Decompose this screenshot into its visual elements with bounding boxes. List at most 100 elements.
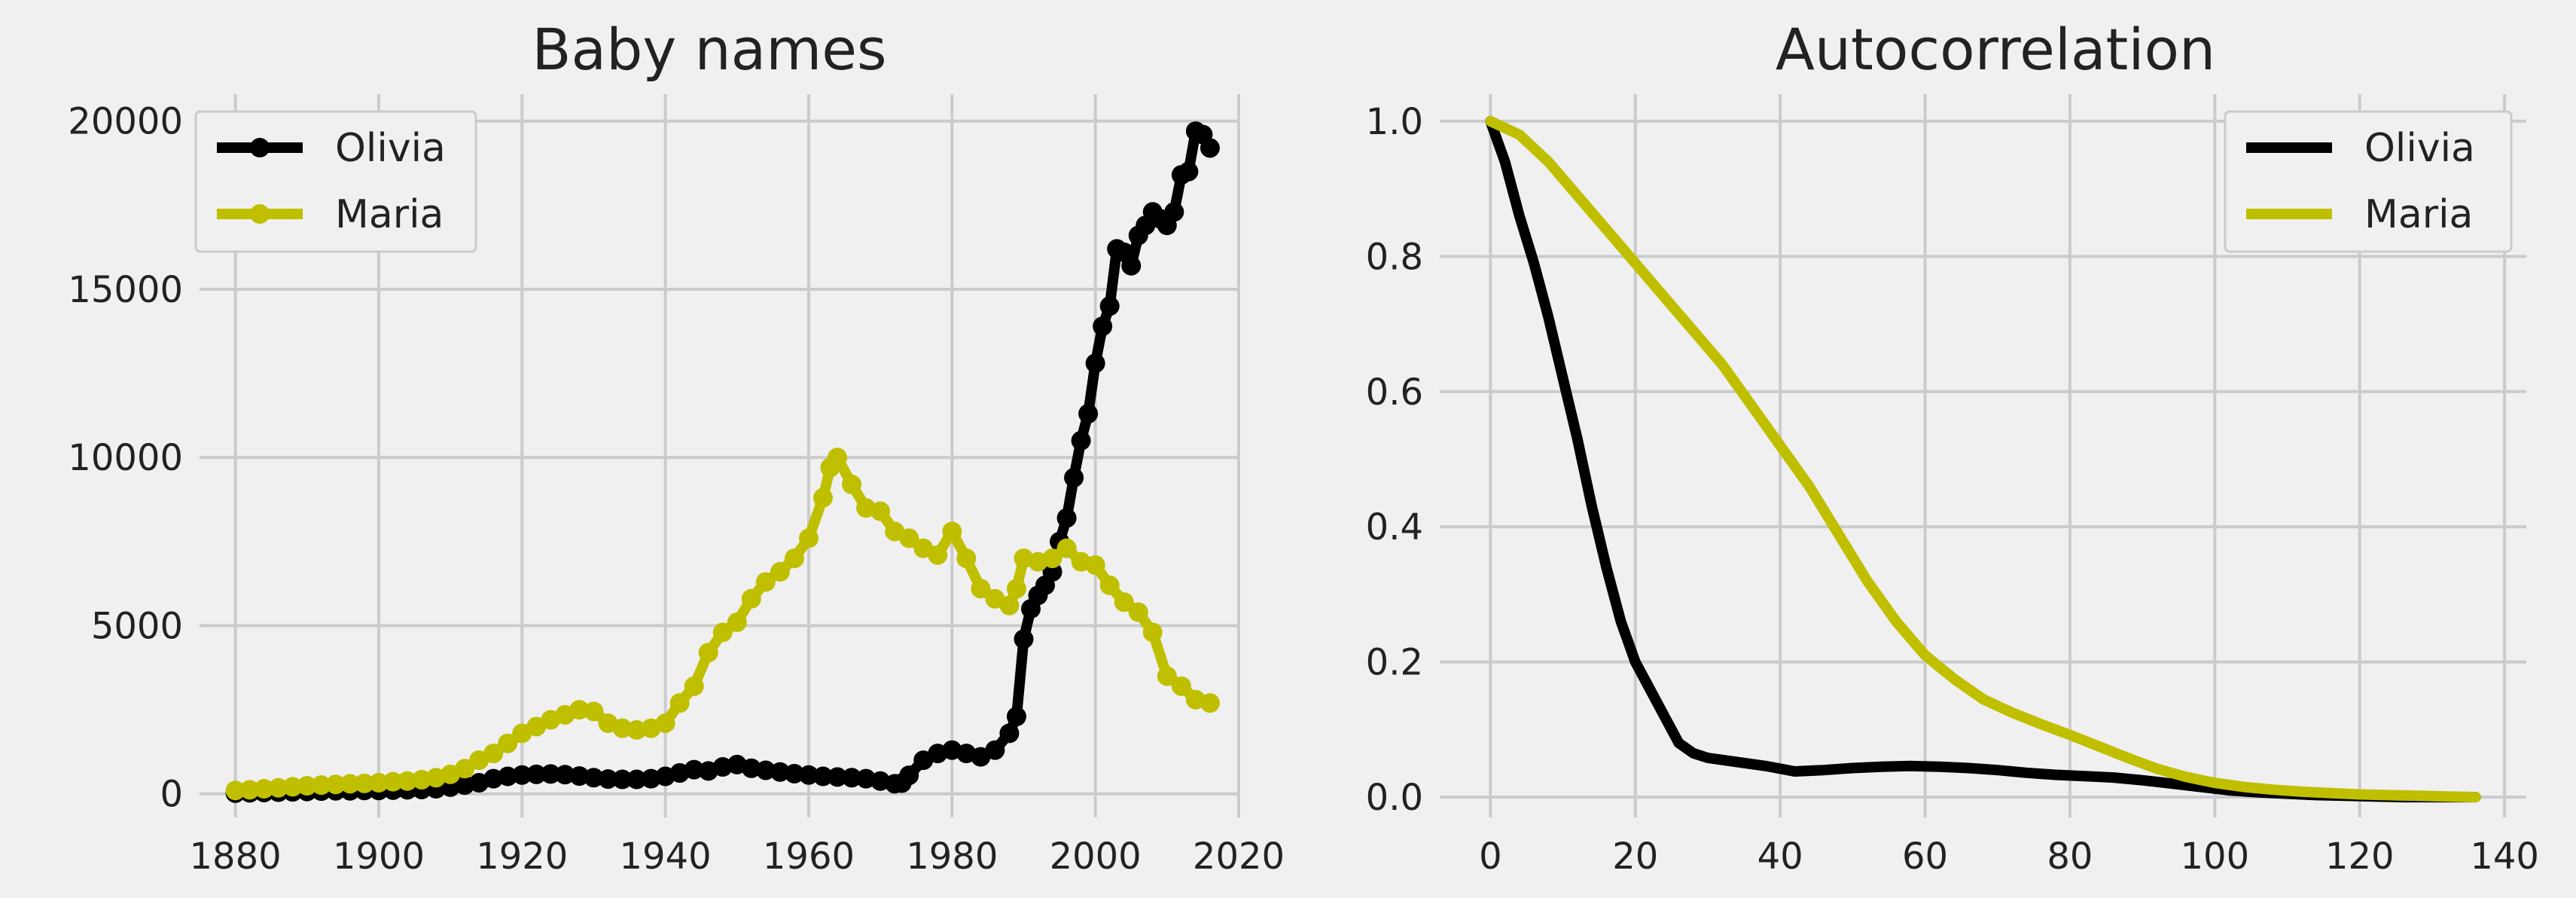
data-point-maria	[398, 771, 417, 791]
data-point-maria	[412, 769, 432, 790]
x-tick-label: 1940	[620, 835, 712, 878]
x-tick-label: 100	[2181, 835, 2250, 878]
data-point-maria	[870, 501, 891, 521]
data-point-olivia	[626, 769, 647, 790]
data-point-olivia	[1178, 161, 1199, 182]
legend-label: Maria	[2364, 192, 2473, 237]
data-point-maria	[813, 487, 833, 508]
data-point-maria	[727, 612, 747, 633]
x-tick-label: 120	[2325, 835, 2395, 878]
data-point-maria	[828, 447, 848, 468]
data-point-olivia	[598, 769, 618, 790]
data-point-olivia	[842, 768, 862, 788]
data-point-olivia	[512, 765, 532, 785]
legend-label: Olivia	[2364, 126, 2475, 171]
y-tick-label: 0.2	[1366, 642, 1423, 684]
data-point-maria	[899, 528, 919, 548]
data-point-maria	[712, 622, 733, 643]
data-point-olivia	[684, 759, 704, 780]
y-tick-label: 0.8	[1366, 236, 1423, 278]
data-point-maria	[239, 780, 260, 800]
data-point-olivia	[755, 760, 776, 780]
data-point-maria	[1157, 666, 1177, 686]
x-tick-label: 0	[1479, 835, 1502, 878]
data-point-maria	[1200, 693, 1220, 713]
data-point-maria	[297, 776, 317, 796]
data-point-maria	[1099, 575, 1120, 595]
data-point-maria	[354, 773, 374, 793]
data-point-maria	[455, 759, 475, 779]
y-tick-label: 15000	[68, 269, 183, 311]
data-point-olivia	[828, 767, 848, 787]
data-point-maria	[684, 676, 704, 696]
data-point-olivia	[741, 758, 761, 778]
data-point-olivia	[498, 766, 518, 787]
data-point-maria	[669, 693, 690, 713]
chart-title: Autocorrelation	[1776, 16, 2215, 83]
data-point-olivia	[1164, 202, 1184, 222]
y-tick-label: 0.0	[1366, 777, 1423, 819]
data-point-olivia	[555, 765, 575, 785]
data-point-olivia	[541, 764, 561, 784]
data-point-maria	[1042, 548, 1062, 569]
y-tick-label: 10000	[68, 437, 183, 479]
y-tick-label: 0.6	[1366, 371, 1423, 414]
data-point-maria	[612, 718, 633, 738]
autocorrelation-chart: Autocorrelation 0 20 40 60 80 100 120 140 0.0 0.2 0…	[1366, 16, 2539, 878]
data-point-maria	[928, 545, 948, 565]
x-tick-label: 1880	[190, 835, 282, 878]
data-point-maria	[254, 779, 274, 799]
data-point-maria	[569, 700, 590, 720]
data-point-olivia	[1042, 562, 1062, 582]
x-tick-label: 1920	[476, 835, 568, 878]
data-point-olivia	[1014, 629, 1034, 649]
data-point-olivia	[784, 763, 804, 783]
data-point-olivia	[999, 723, 1020, 744]
data-point-maria	[584, 701, 604, 722]
data-point-olivia	[1064, 468, 1084, 488]
data-point-olivia	[526, 764, 547, 784]
data-point-olivia	[770, 762, 790, 782]
legend-marker-maria	[250, 204, 270, 224]
x-tick-label: 140	[2470, 835, 2539, 878]
x-tick-label: 1900	[333, 835, 425, 878]
baby-names-chart: Baby names 1880 1900 1920 1940 1960 1980 2000 20…	[68, 16, 1285, 878]
data-point-maria	[340, 774, 360, 794]
data-point-maria	[1085, 555, 1105, 576]
data-point-olivia	[798, 765, 819, 785]
data-point-olivia	[584, 768, 604, 788]
data-point-maria	[698, 643, 718, 663]
data-point-maria	[1006, 579, 1026, 599]
data-point-maria	[225, 780, 245, 801]
data-point-maria	[383, 771, 403, 792]
x-tick-label: 1960	[763, 835, 855, 878]
data-point-maria	[842, 474, 862, 494]
data-point-maria	[1171, 676, 1191, 696]
data-point-olivia	[1085, 353, 1105, 374]
data-point-maria	[655, 713, 675, 733]
data-point-maria	[1142, 622, 1163, 643]
data-point-maria	[971, 579, 991, 599]
data-point-olivia	[813, 766, 833, 787]
x-tick-label: 1980	[906, 835, 998, 878]
data-point-maria	[999, 595, 1020, 615]
data-point-olivia	[899, 765, 919, 786]
data-point-olivia	[1121, 255, 1142, 276]
data-point-maria	[268, 777, 288, 798]
data-point-maria	[770, 562, 790, 582]
y-tick-label: 20000	[68, 101, 183, 143]
data-point-maria	[942, 521, 962, 542]
data-point-maria	[784, 548, 804, 569]
data-point-maria	[741, 588, 761, 609]
y-tick-label: 0	[160, 774, 183, 816]
legend-label: Olivia	[335, 126, 446, 171]
y-tick-label: 5000	[91, 605, 183, 647]
x-tick-label: 60	[1902, 835, 1948, 878]
series-line-maria	[1485, 115, 2481, 803]
data-point-olivia	[1200, 138, 1220, 158]
x-tick-label: 2000	[1050, 835, 1142, 878]
chart-title: Baby names	[532, 16, 886, 83]
y-tick-label: 0.4	[1366, 506, 1423, 548]
data-point-maria	[1056, 538, 1077, 558]
